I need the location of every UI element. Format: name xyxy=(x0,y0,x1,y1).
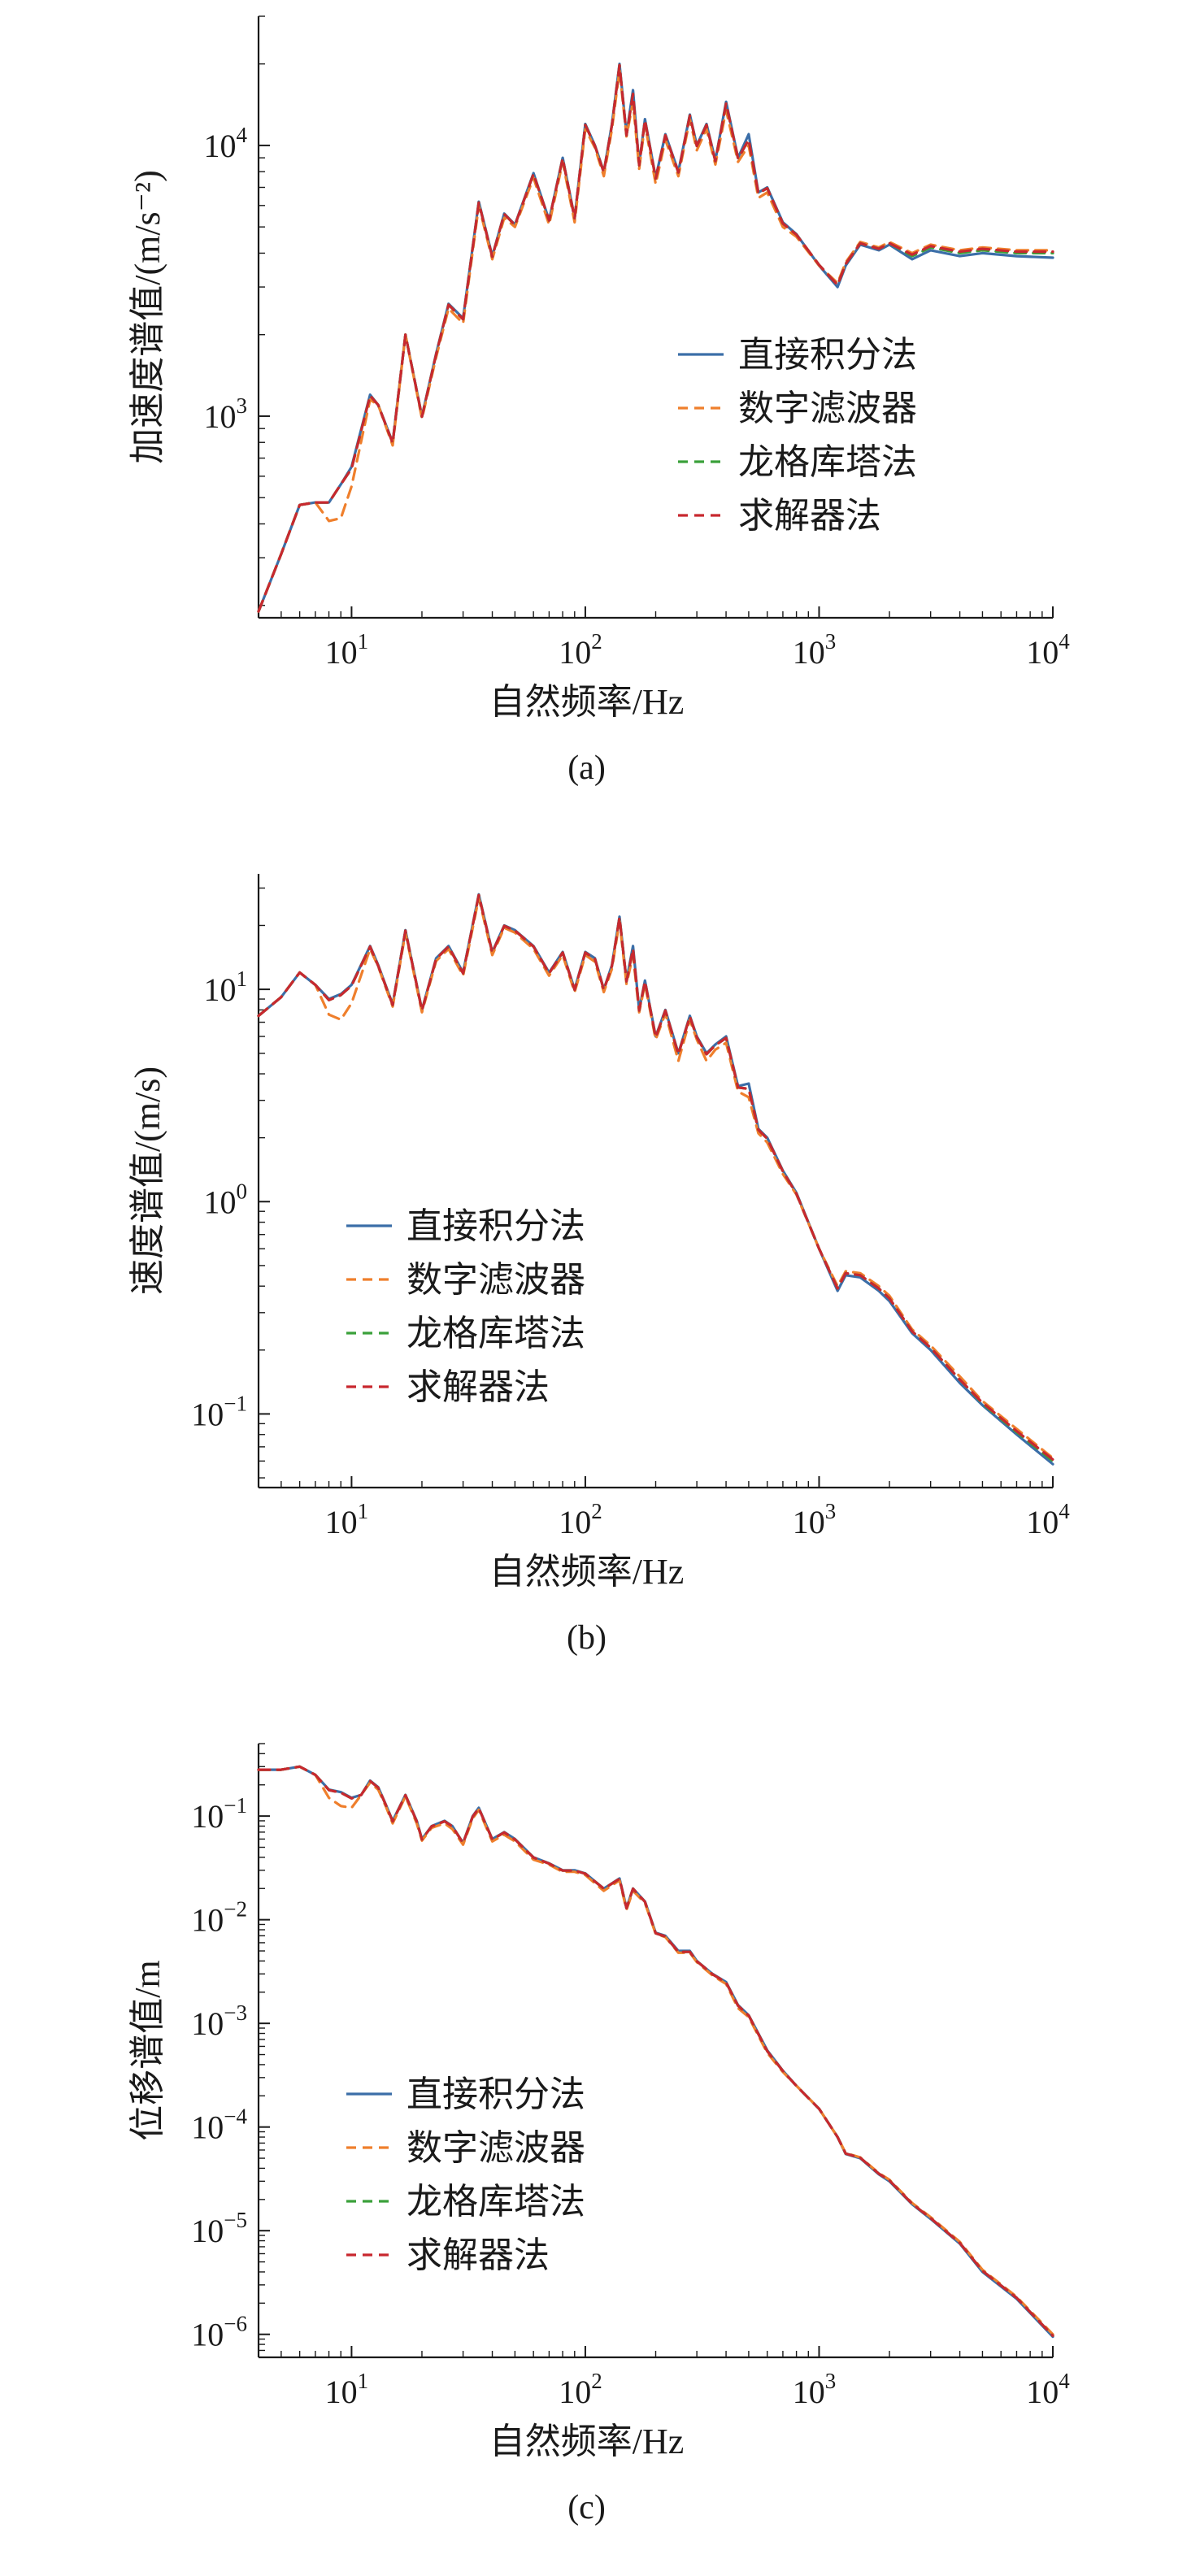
y-tick-label: 10−4 xyxy=(191,2105,247,2146)
series-line-4 xyxy=(257,1765,1054,2337)
x-axis-label: 自然频率/Hz xyxy=(489,682,685,722)
y-axis-label: 位移谱值/m xyxy=(128,1960,167,2140)
y-tick-label: 100 xyxy=(204,1179,248,1220)
x-tick-label: 104 xyxy=(1026,2369,1070,2410)
x-tick-label: 104 xyxy=(1026,629,1070,671)
legend-entry: 直接积分法 xyxy=(407,2074,585,2114)
legend-entry: 数字滤波器 xyxy=(407,2128,585,2168)
series-line-3 xyxy=(257,1765,1054,2337)
series-line-4 xyxy=(257,63,1054,613)
x-tick-label: 104 xyxy=(1026,1499,1070,1540)
x-tick-label: 101 xyxy=(325,1499,369,1540)
series-line-1 xyxy=(257,63,1054,613)
y-tick-label: 10−3 xyxy=(191,2000,247,2042)
x-tick-label: 102 xyxy=(559,1499,602,1540)
panel-label: (b) xyxy=(567,1619,607,1657)
legend-entry: 龙格库塔法 xyxy=(738,442,917,482)
legend-entry: 数字滤波器 xyxy=(407,1260,585,1300)
panel-label: (c) xyxy=(567,2489,606,2526)
panel-label: (a) xyxy=(567,749,606,787)
series-line-1 xyxy=(257,1765,1054,2339)
y-tick-label: 10−1 xyxy=(191,1391,247,1432)
chart-panel-2: 101 102 103 104 10−1 100 101 直接积分法数字滤波器龙格库塔法求解器… xyxy=(128,874,1070,1657)
x-tick-label: 102 xyxy=(559,629,602,671)
legend-entry: 数字滤波器 xyxy=(738,389,917,428)
series-line-2 xyxy=(257,1765,1054,2336)
y-tick-label: 10−6 xyxy=(191,2312,247,2353)
y-tick-label: 104 xyxy=(204,123,248,164)
legend-entry: 求解器法 xyxy=(738,496,881,536)
y-tick-label: 10−2 xyxy=(191,1897,247,1939)
x-axis-label: 自然频率/Hz xyxy=(489,1552,685,1592)
legend-entry: 求解器法 xyxy=(407,1367,550,1407)
x-tick-label: 101 xyxy=(325,629,369,671)
y-tick-label: 10−5 xyxy=(191,2208,247,2249)
legend-entry: 龙格库塔法 xyxy=(407,1314,585,1353)
x-axis-label: 自然频率/Hz xyxy=(489,2422,685,2461)
y-axis-label: 加速度谱值/(m/s⁻²) xyxy=(128,170,167,464)
series-line-2 xyxy=(257,896,1054,1460)
series-line-4 xyxy=(257,893,1054,1462)
x-tick-label: 101 xyxy=(325,2369,369,2410)
legend-entry: 求解器法 xyxy=(407,2235,550,2275)
x-tick-label: 103 xyxy=(793,1499,837,1540)
series-line-2 xyxy=(257,68,1054,613)
x-tick-label: 103 xyxy=(793,629,837,671)
legend-entry: 直接积分法 xyxy=(407,1206,585,1246)
chart-panel-1: 101 102 103 104 103 104 直接积分法数字滤波器龙格库塔法求解器法自然频… xyxy=(128,15,1070,787)
y-tick-label: 101 xyxy=(204,967,248,1008)
y-tick-label: 103 xyxy=(204,393,248,435)
series-line-3 xyxy=(257,63,1054,613)
legend-entry: 直接积分法 xyxy=(738,335,917,375)
y-axis-label: 速度谱值/(m/s) xyxy=(128,1066,167,1295)
x-tick-label: 102 xyxy=(559,2369,602,2410)
x-tick-label: 103 xyxy=(793,2369,837,2410)
y-tick-label: 10−1 xyxy=(191,1793,247,1835)
series-line-1 xyxy=(257,893,1054,1466)
series-line-3 xyxy=(257,893,1054,1462)
chart-panel-3: 101 102 103 104 10−6 10−5 10−4 10−3 10−2 10−1 直接积分… xyxy=(128,1743,1070,2526)
legend-entry: 龙格库塔法 xyxy=(407,2182,585,2222)
